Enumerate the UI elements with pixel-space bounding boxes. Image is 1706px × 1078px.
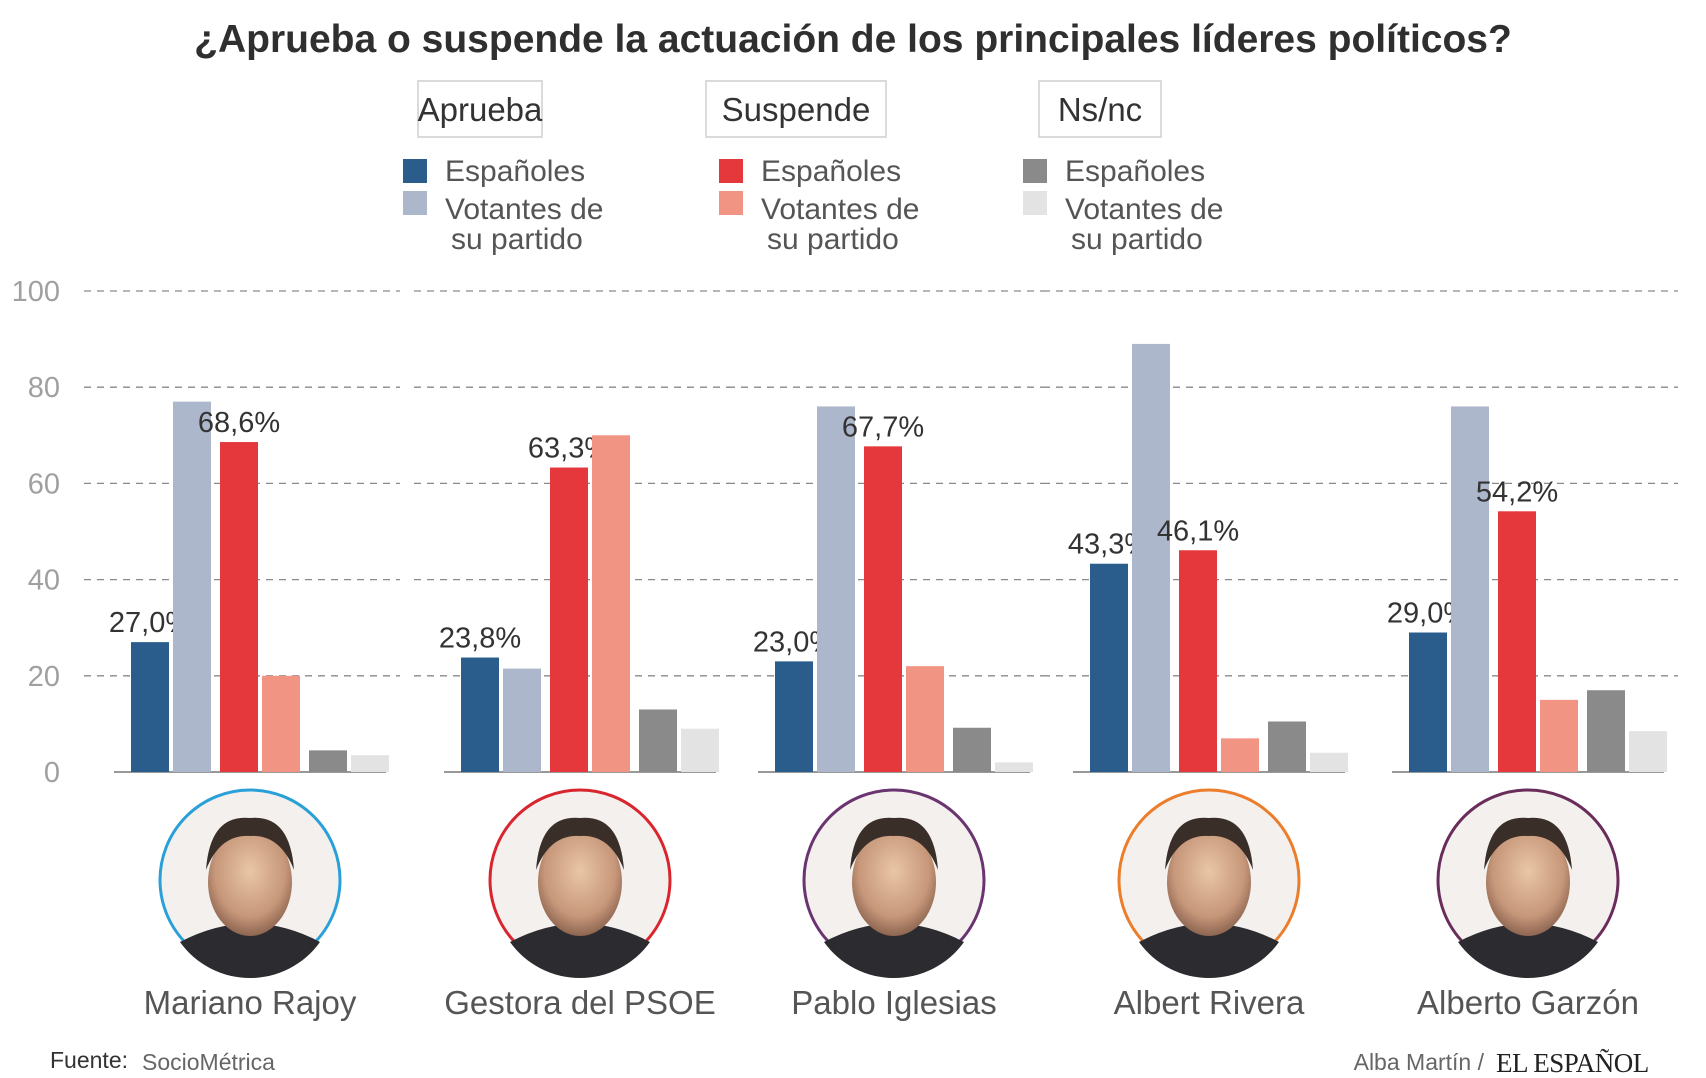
data-label: 68,6% [198, 407, 280, 439]
portrait-face [538, 828, 622, 936]
legend-label: Españoles [445, 155, 585, 188]
bar [220, 442, 258, 772]
data-label: 54,2% [1476, 476, 1558, 508]
legend-group-title: Suspende [722, 91, 871, 128]
leader-name: Gestora del PSOE [444, 984, 715, 1021]
portrait-face [208, 828, 292, 936]
bar [906, 666, 944, 772]
bar [1540, 699, 1578, 772]
bar [1409, 632, 1447, 772]
legend-swatch [1023, 159, 1047, 183]
data-label: 23,8% [439, 623, 521, 655]
legend-label: su partido [1071, 223, 1203, 256]
bar [1090, 563, 1128, 772]
bar [1629, 731, 1667, 772]
bar [131, 642, 169, 772]
portrait-hair [1165, 817, 1253, 870]
legend-group-box [705, 80, 887, 138]
data-label: 46,1% [1157, 515, 1239, 547]
portrait-shoulders [510, 923, 650, 979]
author-credit: Alba Martín / [1354, 1049, 1485, 1075]
legend-group-title: Aprueba [418, 91, 543, 128]
portrait-face [1486, 828, 1570, 936]
legend-label: su partido [451, 223, 583, 256]
bars: 27,0%68,6%23,8%63,3%23,0%67,7%43,3% 46,1%… [109, 343, 1667, 773]
bar [775, 661, 813, 772]
y-tick-label: 0 [44, 757, 60, 789]
grid: 0 20 40 60 80 100 [12, 276, 1678, 789]
y-tick-label: 60 [28, 468, 60, 500]
bar [262, 675, 300, 772]
portrait-face [1167, 828, 1251, 936]
source-value: SocioMétrica [142, 1049, 275, 1075]
bar [550, 467, 588, 772]
legend-swatch [719, 159, 743, 183]
legend-group-box [1038, 80, 1162, 138]
legend-label: Votantes de [1065, 193, 1223, 226]
legend-label: Votantes de [761, 193, 919, 226]
leader-name: Pablo Iglesias [791, 984, 996, 1021]
portraits: Mariano Rajoy Gestora del PSOE Pablo Igles… [144, 788, 1639, 1021]
bar [309, 750, 347, 772]
bar [1268, 721, 1306, 772]
bar [1451, 406, 1489, 772]
source-label: Fuente: [50, 1047, 128, 1073]
bar [1179, 550, 1217, 772]
chart-title: ¿Aprueba o suspende la actuación de los … [194, 18, 1512, 61]
leader-name: Alberto Garzón [1417, 984, 1639, 1021]
bar [681, 728, 719, 772]
bar [461, 657, 499, 772]
legend-swatch [403, 159, 427, 183]
portrait-hair [1484, 817, 1572, 870]
bar [995, 762, 1033, 772]
legend-swatch [719, 191, 743, 215]
y-tick-label: 100 [12, 276, 60, 308]
leader-name: Albert Rivera [1114, 984, 1305, 1021]
bar [1498, 511, 1536, 772]
y-tick-label: 40 [28, 565, 60, 597]
bar [1310, 752, 1348, 772]
legend-swatch [1023, 191, 1047, 215]
bar [592, 435, 630, 772]
data-label: 67,7% [842, 411, 924, 443]
leader-name: Mariano Rajoy [144, 984, 357, 1021]
y-tick-label: 20 [28, 661, 60, 693]
legend-group-title: Ns/nc [1058, 91, 1142, 128]
bar [817, 406, 855, 772]
portrait-shoulders [824, 923, 964, 979]
bar [639, 709, 677, 772]
y-tick-label: 80 [28, 372, 60, 404]
portrait-shoulders [1458, 923, 1598, 979]
bar [503, 668, 541, 772]
bar [351, 755, 389, 772]
bar [173, 401, 211, 772]
portrait-hair [206, 817, 294, 870]
footer: Fuente: SocioMétrica Alba Martín / EL ES… [50, 1047, 1649, 1078]
bar [1221, 738, 1259, 772]
legend-group-box [417, 80, 543, 138]
portrait-face [852, 828, 936, 936]
portrait-shoulders [180, 923, 320, 979]
brand-logo: EL ESPAÑOL [1496, 1048, 1649, 1078]
bar [1132, 343, 1170, 772]
legend-label: Españoles [1065, 155, 1205, 188]
bar [953, 727, 991, 772]
portrait-shoulders [1139, 923, 1279, 979]
legend-label: Españoles [761, 155, 901, 188]
portrait-hair [850, 817, 938, 870]
legend-label: Votantes de [445, 193, 603, 226]
portrait-hair [536, 817, 624, 870]
bar [864, 446, 902, 772]
legend-swatch [403, 191, 427, 215]
legend-label: su partido [767, 223, 899, 256]
bar [1587, 690, 1625, 772]
